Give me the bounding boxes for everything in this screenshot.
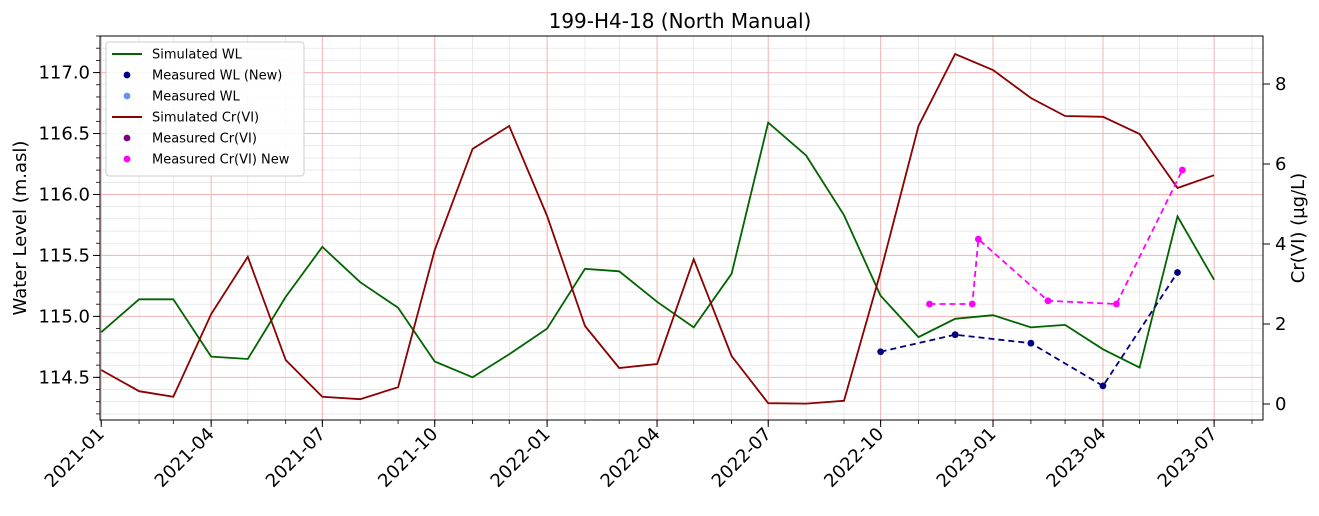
data-point-measured-cr-vi-new [1044, 297, 1052, 305]
y-left-tick-label: 115.5 [38, 245, 90, 266]
x-tick-label: 2022-04 [597, 424, 665, 492]
y-left-tick-label: 116.5 [38, 124, 90, 145]
x-tick-label: 2021-01 [41, 424, 109, 492]
legend-swatch-marker [123, 155, 131, 163]
y-right-tick-label: 2 [1275, 314, 1286, 335]
legend-label: Simulated WL [152, 48, 243, 63]
y-right-tick-label: 4 [1275, 234, 1286, 255]
legend-label: Measured WL [152, 90, 240, 105]
legend-swatch-marker [123, 134, 131, 142]
data-point-measured-wl-new [877, 348, 885, 356]
x-tick-label: 2021-10 [374, 424, 442, 492]
y-left-tick-label: 114.5 [38, 367, 90, 388]
y-right-tick-label: 0 [1275, 394, 1286, 415]
data-point-measured-wl-new [1099, 382, 1107, 390]
data-point-measured-wl-new [951, 331, 959, 339]
y-left-tick-label: 115.0 [38, 306, 90, 327]
x-tick-label: 2023-01 [933, 424, 1001, 492]
series-lines [100, 52, 1215, 405]
legend-box [105, 41, 305, 177]
x-tick-label: 2023-04 [1042, 424, 1110, 492]
x-tick-label: 2022-01 [487, 424, 555, 492]
data-point-measured-cr-vi-new [926, 300, 933, 308]
series-line-measured-wl-new [880, 272, 1179, 388]
series-points [877, 166, 1186, 390]
y-axis-right-label: Cr(VI) (µg/L) [1288, 173, 1309, 283]
data-point-measured-cr-vi-new [968, 300, 976, 308]
plot-frame [99, 35, 1264, 421]
series-line-simulated-wl [100, 120, 1215, 379]
data-point-measured-wl-new [1174, 269, 1181, 276]
x-tick-label: 2021-04 [151, 424, 219, 492]
y-left-tick-label: 117.0 [38, 63, 90, 84]
y-left-tick-label: 116.0 [38, 184, 90, 205]
legend: Simulated WL Measured WL (New) Measured WL… [105, 41, 305, 177]
y-axis-left-label: Water Level (m.asl) [10, 141, 31, 316]
y-right-tick-label: 8 [1275, 74, 1286, 95]
legend-swatch-marker [123, 71, 131, 79]
data-point-measured-cr-vi-new [974, 235, 982, 243]
series-line-measured-cr-vi-new [929, 169, 1184, 305]
x-tick-label: 2022-10 [820, 424, 888, 492]
data-point-measured-cr-vi-new [1178, 166, 1186, 174]
data-point-measured-wl-new [1027, 339, 1035, 347]
chart-title: 199-H4-18 (North Manual) [549, 9, 812, 33]
legend-swatch-marker [123, 92, 131, 100]
data-point-measured-cr-vi-new [1113, 300, 1120, 308]
x-tick-label: 2023-07 [1154, 424, 1222, 492]
legend-label: Measured WL (New) [152, 69, 282, 84]
y-right-tick-label: 6 [1275, 154, 1286, 175]
x-tick-label: 2021-07 [262, 424, 330, 492]
x-tick-label: 2022-07 [708, 424, 776, 492]
legend-label: Measured Cr(VI) New [152, 153, 290, 168]
legend-label: Measured Cr(VI) [152, 132, 257, 147]
series-line-simulated-cr-vi [100, 52, 1215, 405]
legend-label: Simulated Cr(VI) [152, 111, 259, 126]
